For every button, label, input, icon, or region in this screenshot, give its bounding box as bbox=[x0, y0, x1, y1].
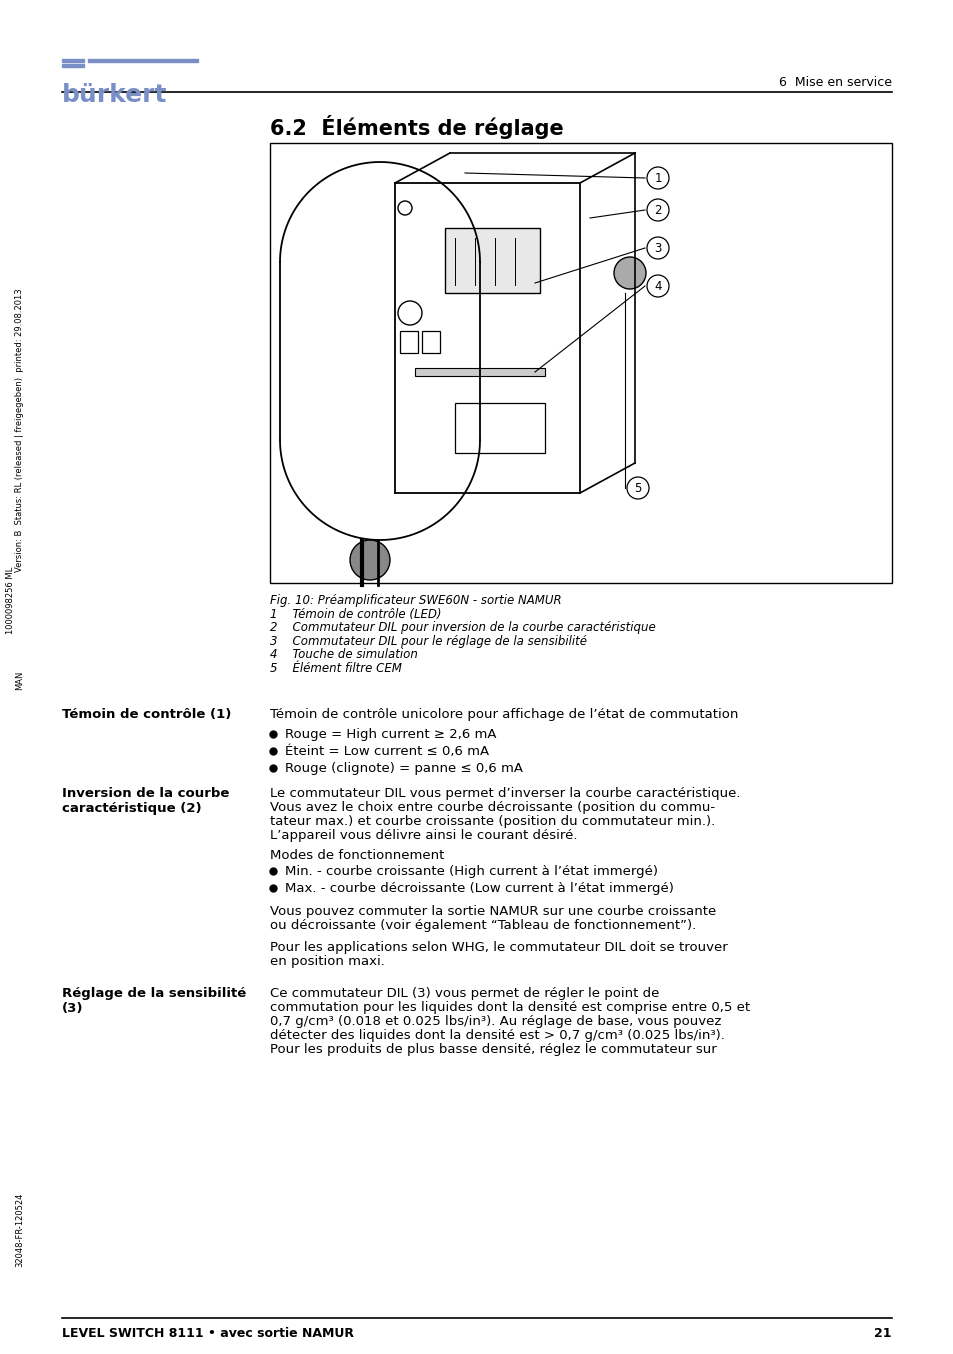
Bar bbox=[455, 403, 544, 454]
Text: 1000098256 ML: 1000098256 ML bbox=[7, 566, 15, 634]
Circle shape bbox=[646, 237, 668, 259]
Bar bbox=[444, 227, 539, 292]
Text: Modes de fonctionnement: Modes de fonctionnement bbox=[270, 849, 444, 862]
Bar bbox=[415, 368, 544, 376]
Text: 6  Mise en service: 6 Mise en service bbox=[779, 76, 891, 89]
Text: 0,7 g/cm³ (0.018 et 0.025 lbs/in³). Au réglage de base, vous pouvez: 0,7 g/cm³ (0.018 et 0.025 lbs/in³). Au r… bbox=[270, 1016, 720, 1028]
Text: Témoin de contrôle unicolore pour affichage de l’état de commutation: Témoin de contrôle unicolore pour affich… bbox=[270, 708, 738, 720]
Text: Version: B  Status: RL (released | freigegeben)  printed: 29.08.2013: Version: B Status: RL (released | freige… bbox=[15, 288, 25, 571]
Text: 1    Témoin de contrôle (LED): 1 Témoin de contrôle (LED) bbox=[270, 608, 441, 621]
Text: ou décroissante (voir également “Tableau de fonctionnement”).: ou décroissante (voir également “Tableau… bbox=[270, 919, 696, 932]
Text: Vous avez le choix entre courbe décroissante (position du commu-: Vous avez le choix entre courbe décroiss… bbox=[270, 802, 715, 814]
Bar bbox=[270, 144, 891, 584]
Text: en position maxi.: en position maxi. bbox=[270, 955, 384, 968]
Text: 5    Élément filtre CEM: 5 Élément filtre CEM bbox=[270, 662, 401, 676]
Circle shape bbox=[397, 200, 412, 215]
Bar bbox=[399, 330, 417, 353]
Text: 2    Commutateur DIL pour inversion de la courbe caractéristique: 2 Commutateur DIL pour inversion de la c… bbox=[270, 621, 655, 635]
Text: 32048-FR-120524: 32048-FR-120524 bbox=[15, 1193, 25, 1267]
Text: 3: 3 bbox=[654, 241, 661, 255]
Text: Pour les produits de plus basse densité, réglez le commutateur sur: Pour les produits de plus basse densité,… bbox=[270, 1043, 716, 1056]
Text: Rouge (clignote) = panne ≤ 0,6 mA: Rouge (clignote) = panne ≤ 0,6 mA bbox=[285, 762, 522, 774]
Text: 6.2  Éléments de réglage: 6.2 Éléments de réglage bbox=[270, 115, 563, 139]
Circle shape bbox=[646, 167, 668, 190]
Text: 4: 4 bbox=[654, 279, 661, 292]
Text: Fig. 10: Préamplificateur SWE60N - sortie NAMUR: Fig. 10: Préamplificateur SWE60N - sorti… bbox=[270, 594, 561, 607]
Text: L’appareil vous délivre ainsi le courant désiré.: L’appareil vous délivre ainsi le courant… bbox=[270, 829, 577, 842]
Circle shape bbox=[614, 257, 645, 288]
Circle shape bbox=[350, 540, 390, 580]
Text: commutation pour les liquides dont la densité est comprise entre 0,5 et: commutation pour les liquides dont la de… bbox=[270, 1001, 749, 1014]
Circle shape bbox=[646, 275, 668, 297]
Text: Ce commutateur DIL (3) vous permet de régler le point de: Ce commutateur DIL (3) vous permet de ré… bbox=[270, 987, 659, 1001]
Circle shape bbox=[397, 301, 421, 325]
Text: Max. - courbe décroissante (Low current à l’état immergé): Max. - courbe décroissante (Low current … bbox=[285, 881, 673, 895]
Text: LEVEL SWITCH 8111 • avec sortie NAMUR: LEVEL SWITCH 8111 • avec sortie NAMUR bbox=[62, 1327, 354, 1340]
Text: MAN: MAN bbox=[15, 670, 25, 689]
Text: Vous pouvez commuter la sortie NAMUR sur une courbe croissante: Vous pouvez commuter la sortie NAMUR sur… bbox=[270, 904, 716, 918]
Bar bbox=[62, 64, 84, 66]
Circle shape bbox=[646, 199, 668, 221]
Text: Min. - courbe croissante (High current à l’état immergé): Min. - courbe croissante (High current à… bbox=[285, 865, 658, 877]
Bar bbox=[88, 58, 198, 62]
Text: tateur max.) et courbe croissante (position du commutateur min.).: tateur max.) et courbe croissante (posit… bbox=[270, 815, 715, 829]
Text: 21: 21 bbox=[874, 1327, 891, 1340]
Bar bbox=[62, 58, 84, 62]
Text: caractéristique (2): caractéristique (2) bbox=[62, 802, 201, 815]
Bar bbox=[421, 330, 439, 353]
Text: Réglage de la sensibilité: Réglage de la sensibilité bbox=[62, 987, 246, 1001]
Text: Le commutateur DIL vous permet d’inverser la courbe caractéristique.: Le commutateur DIL vous permet d’inverse… bbox=[270, 787, 740, 800]
Text: Témoin de contrôle (1): Témoin de contrôle (1) bbox=[62, 708, 232, 720]
Text: Rouge = High current ≥ 2,6 mA: Rouge = High current ≥ 2,6 mA bbox=[285, 728, 496, 741]
Text: Inversion de la courbe: Inversion de la courbe bbox=[62, 787, 229, 800]
Text: bürkert: bürkert bbox=[62, 83, 168, 107]
Text: détecter des liquides dont la densité est > 0,7 g/cm³ (0.025 lbs/in³).: détecter des liquides dont la densité es… bbox=[270, 1029, 724, 1043]
Circle shape bbox=[626, 477, 648, 500]
Text: Pour les applications selon WHG, le commutateur DIL doit se trouver: Pour les applications selon WHG, le comm… bbox=[270, 941, 727, 955]
Text: (3): (3) bbox=[62, 1002, 84, 1016]
Text: 5: 5 bbox=[634, 482, 641, 494]
Text: 3    Commutateur DIL pour le réglage de la sensibilité: 3 Commutateur DIL pour le réglage de la … bbox=[270, 635, 586, 649]
Text: 1: 1 bbox=[654, 172, 661, 184]
Text: Éteint = Low current ≤ 0,6 mA: Éteint = Low current ≤ 0,6 mA bbox=[285, 745, 489, 758]
Text: 2: 2 bbox=[654, 203, 661, 217]
Text: 4    Touche de simulation: 4 Touche de simulation bbox=[270, 649, 417, 662]
